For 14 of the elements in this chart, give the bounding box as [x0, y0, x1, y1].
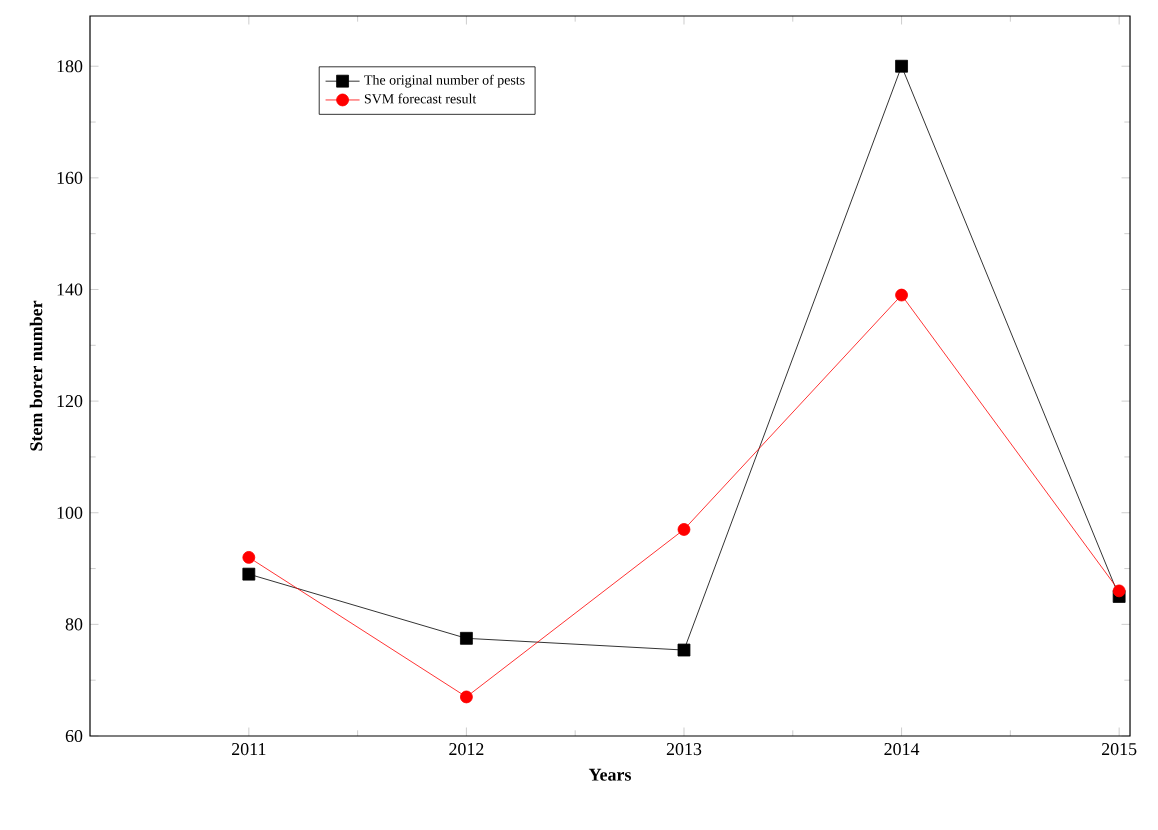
- x-tick-label: 2014: [884, 743, 920, 756]
- y-tick-label: 140: [57, 283, 83, 296]
- x-axis-title: Years: [588, 768, 631, 781]
- y-tick-label: 120: [57, 395, 83, 408]
- y-tick-label: 60: [65, 729, 83, 743]
- x-tick-label: 2012: [449, 743, 484, 756]
- y-tick-label: 160: [57, 171, 83, 184]
- y-tick-label: 180: [57, 60, 83, 73]
- x-tick-label: 2013: [666, 743, 702, 756]
- x-tick-label: 2011: [232, 743, 266, 756]
- x-tick-label: 2015: [1101, 743, 1137, 756]
- y-axis-title: Stem borer number: [29, 300, 43, 451]
- y-tick-label: 100: [57, 506, 83, 519]
- y-tick-label: 80: [65, 618, 83, 631]
